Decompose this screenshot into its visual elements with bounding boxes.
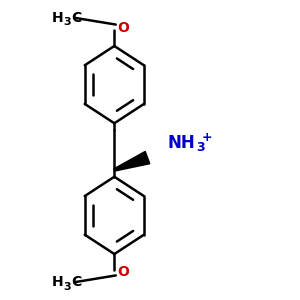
Text: +: +	[202, 131, 213, 144]
Text: C: C	[71, 275, 82, 289]
Text: O: O	[117, 20, 129, 34]
Text: 3: 3	[63, 282, 71, 292]
Text: 3: 3	[196, 140, 205, 154]
Text: C: C	[71, 11, 82, 25]
Text: H: H	[52, 275, 64, 289]
Text: 3: 3	[63, 17, 71, 27]
Polygon shape	[114, 152, 150, 171]
Text: NH: NH	[168, 134, 196, 152]
Text: O: O	[117, 266, 129, 280]
Text: H: H	[52, 11, 64, 25]
